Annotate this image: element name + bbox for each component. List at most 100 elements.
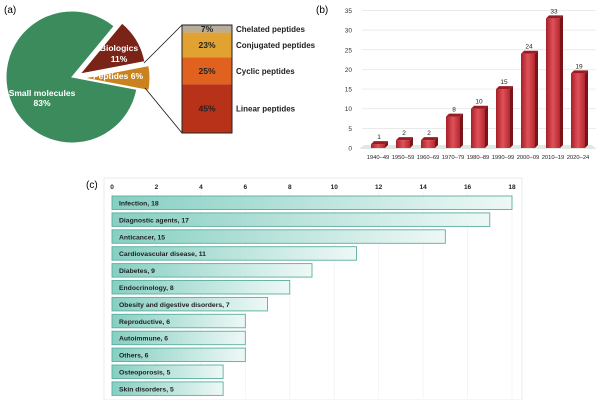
- decade-bar-chart: 0 5 10 15 20 25 30 35 1 1940–49 2 1950–59 2 1960–69 8 1…: [345, 8, 596, 161]
- bar-side: [460, 113, 463, 148]
- bar: [111, 212, 491, 227]
- pie-label-biologics: Biologics: [100, 43, 139, 53]
- y-tick-label: 0: [348, 146, 352, 153]
- bar-top: [396, 137, 413, 141]
- pie-value-small-molecules: 83%: [33, 98, 50, 108]
- x-tick-label: 16: [464, 184, 472, 191]
- x-tick-label: 12: [375, 184, 383, 191]
- y-tick-label: 15: [345, 87, 353, 94]
- bar-side: [410, 137, 413, 148]
- bar-label: Others, 6: [119, 353, 149, 360]
- bar: [111, 381, 224, 396]
- bar-top: [421, 137, 438, 141]
- x-tick-label: 4: [199, 184, 203, 191]
- segment-value-conjugated-peptides: 23%: [198, 40, 215, 50]
- bar-label: Infection, 18: [119, 201, 159, 208]
- x-tick-label: 0: [110, 184, 114, 191]
- bar-label: Diagnostic agents, 17: [119, 217, 189, 224]
- segment-chelated-peptides: [182, 25, 232, 33]
- bar: [111, 330, 246, 346]
- bar: [396, 140, 410, 148]
- bar-side: [385, 141, 388, 148]
- segment-conjugated-peptides: [182, 32, 232, 58]
- x-tick-label: 1990–99: [492, 155, 515, 161]
- bar: [471, 108, 485, 148]
- x-tick-label: 2020–24: [567, 155, 590, 161]
- segment-label-conjugated-peptides: Conjugated peptides: [236, 41, 316, 50]
- bar-top: [496, 86, 513, 90]
- y-tick-label: 5: [348, 126, 352, 133]
- bar-top: [371, 141, 388, 145]
- panel-label-a: (a): [4, 5, 16, 16]
- bar: [111, 246, 357, 261]
- x-tick-label: 1950–59: [392, 155, 415, 161]
- y-tick-label: 30: [345, 28, 353, 35]
- bar: [496, 89, 510, 148]
- x-tick-label: 18: [508, 184, 516, 191]
- indication-bar-chart: 0 2 4 6 8 10 12 14 16 18 Infection, 18 Diagnostic a…: [103, 177, 523, 400]
- x-tick-label: 14: [419, 184, 427, 191]
- bar-top: [446, 113, 463, 117]
- bar-top: [471, 105, 488, 109]
- bar-data-label: 1: [377, 134, 381, 141]
- x-tick-label: 1970–79: [442, 155, 465, 161]
- bar-label: Autoimmune, 6: [119, 336, 168, 343]
- bar-side: [485, 105, 488, 148]
- bar: [111, 229, 446, 244]
- segment-label-linear-peptides: Linear peptides: [236, 105, 296, 114]
- panel-label-c: (c): [86, 180, 98, 191]
- bar-label: Reproductive, 6: [119, 319, 170, 326]
- bar-data-label: 15: [500, 79, 508, 86]
- bar-label: Cardiovascular disease, 11: [119, 251, 206, 258]
- segment-label-cyclic-peptides: Cyclic peptides: [236, 67, 295, 76]
- bar-side: [585, 70, 588, 148]
- x-tick-label: 1960–69: [417, 155, 440, 161]
- y-tick-label: 25: [345, 47, 353, 54]
- bar-top: [571, 70, 588, 74]
- bar: [371, 144, 385, 148]
- chart-frame: [103, 177, 523, 400]
- x-tick-label: 2000–09: [517, 155, 540, 161]
- pie-label-peptides: Peptides 6%: [93, 71, 144, 81]
- bar: [571, 73, 585, 148]
- segment-label-chelated-peptides: Chelated peptides: [236, 25, 305, 34]
- bar: [111, 364, 224, 379]
- pie-label-small-molecules: Small molecules: [9, 88, 76, 98]
- bar: [111, 280, 291, 295]
- y-tick-label: 10: [345, 106, 353, 113]
- bar: [546, 18, 560, 148]
- x-tick-label: 6: [244, 184, 248, 191]
- bar: [421, 140, 435, 148]
- bar-label: Skin disorders, 5: [119, 386, 174, 393]
- bar: [111, 263, 313, 278]
- x-tick-label: 10: [331, 184, 339, 191]
- bar-label: Anticancer, 15: [119, 234, 165, 241]
- bar: [111, 296, 269, 312]
- connector-line: [144, 87, 183, 134]
- bar-top: [546, 15, 563, 19]
- segment-value-chelated-peptides: 7%: [201, 24, 214, 34]
- bar-data-label: 8: [452, 107, 456, 114]
- segment-value-linear-peptides: 45%: [198, 104, 215, 114]
- pie-value-biologics: 11%: [111, 54, 128, 64]
- pie-slice-small-molecules: [5, 10, 138, 144]
- y-tick-label: 20: [345, 67, 353, 74]
- bar-label: Obesity and digestive disorders, 7: [119, 302, 230, 309]
- connector-line: [143, 24, 183, 64]
- peptide-stacked-bar: 7% Chelated peptides 23% Conjugated peptide…: [181, 24, 316, 134]
- segment-linear-peptides: [182, 84, 232, 133]
- x-tick-label: 1980–89: [467, 155, 490, 161]
- segment-value-cyclic-peptides: 25%: [198, 66, 215, 76]
- bar-top: [521, 50, 538, 54]
- stacked-bar-outline: [181, 24, 233, 134]
- bar: [446, 116, 460, 148]
- bar-side: [510, 86, 513, 148]
- x-tick-label: 8: [288, 184, 292, 191]
- bar: [111, 313, 246, 329]
- bar-data-label: 24: [525, 44, 533, 51]
- bar-label: Endocrinology, 8: [119, 285, 174, 292]
- bar-side: [535, 50, 538, 148]
- segment-cyclic-peptides: [182, 57, 232, 85]
